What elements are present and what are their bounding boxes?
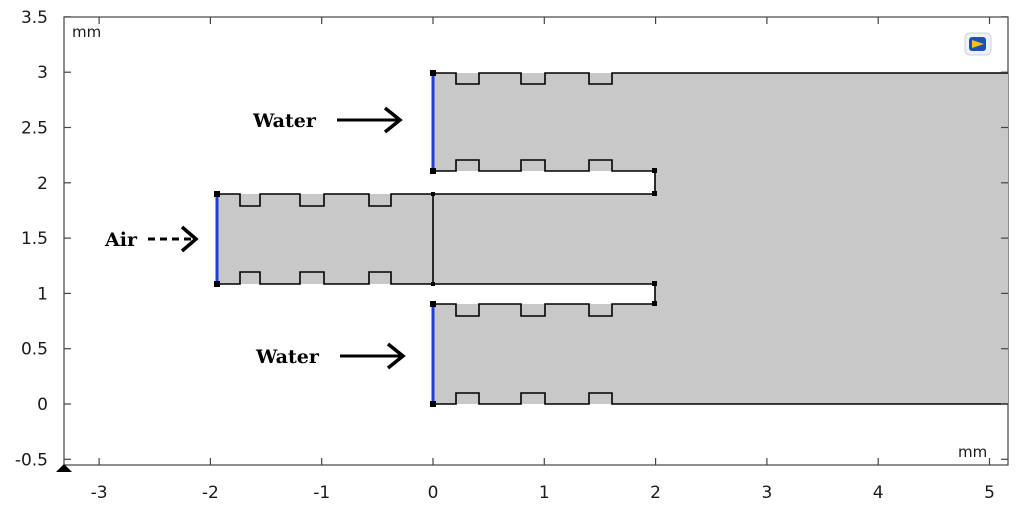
y-tick-label: 2.5: [21, 119, 48, 139]
x-tick-label: -1: [313, 483, 330, 503]
geometry-vertices: [214, 70, 657, 407]
y-unit-label: mm: [72, 23, 101, 41]
upper-water-channel: [433, 73, 1008, 171]
x-tick-label: 4: [873, 483, 884, 503]
vertex: [652, 191, 657, 196]
water-bottom-label: Water: [255, 346, 320, 368]
x-unit-label: mm: [958, 443, 987, 461]
mixing-channel: [655, 171, 1008, 304]
vertex: [652, 301, 657, 306]
vertex: [652, 281, 657, 286]
vertex: [652, 168, 657, 173]
fluid-domains: [217, 73, 1008, 404]
y-tick-label: -0.5: [15, 450, 48, 470]
air-top-wall: [217, 193, 655, 207]
origin-marker-icon: [56, 464, 72, 472]
upper-water-top-wall: [433, 72, 1008, 85]
vertex: [430, 301, 436, 307]
vertex: [431, 192, 435, 196]
x-tick-label: -3: [91, 483, 108, 503]
y-tick-label: 1: [37, 284, 48, 304]
vertex: [214, 191, 220, 197]
upper-water-bottom-wall: [433, 159, 656, 194]
y-tick-label: 0: [37, 395, 48, 415]
x-tick-label: -2: [202, 483, 219, 503]
y-tick-label: 3: [37, 63, 48, 83]
water-top-label: Water: [252, 110, 317, 132]
water-bottom-arrow-icon: [340, 342, 406, 370]
vertex: [430, 401, 436, 407]
axis-tick-labels: -3 -2 -1 0 1 2 3 4 5 -0.5 0 0.5 1 1.5 2 2.5 3 3.5: [15, 8, 995, 503]
x-tick-label: 3: [761, 483, 772, 503]
axis-ticks: [64, 16, 1008, 465]
air-channel: [217, 194, 655, 284]
lower-water-channel: [433, 304, 1008, 404]
y-tick-label: 2: [37, 174, 48, 194]
vertex: [214, 281, 220, 287]
y-tick-label: 0.5: [21, 340, 48, 360]
x-tick-label: 5: [984, 483, 995, 503]
inlet-boundaries: [215, 73, 435, 404]
comsol-logo-icon[interactable]: [964, 32, 992, 56]
boundary-edges: [217, 72, 1008, 405]
lower-water-top-wall: [433, 303, 655, 317]
x-tick-label: 2: [650, 483, 661, 503]
air-bottom-wall: [217, 271, 656, 304]
x-tick-label: 0: [428, 483, 439, 503]
x-tick-label: 1: [539, 483, 550, 503]
air-label: Air: [104, 229, 138, 251]
water-top-arrow-icon: [337, 106, 403, 134]
vertex: [431, 282, 435, 286]
lower-water-bottom-wall: [433, 392, 1008, 405]
vertex: [430, 70, 436, 76]
vertex: [430, 168, 436, 174]
y-tick-label: 1.5: [21, 229, 48, 249]
y-tick-label: 3.5: [21, 8, 48, 28]
air-arrow-icon: [148, 225, 199, 253]
